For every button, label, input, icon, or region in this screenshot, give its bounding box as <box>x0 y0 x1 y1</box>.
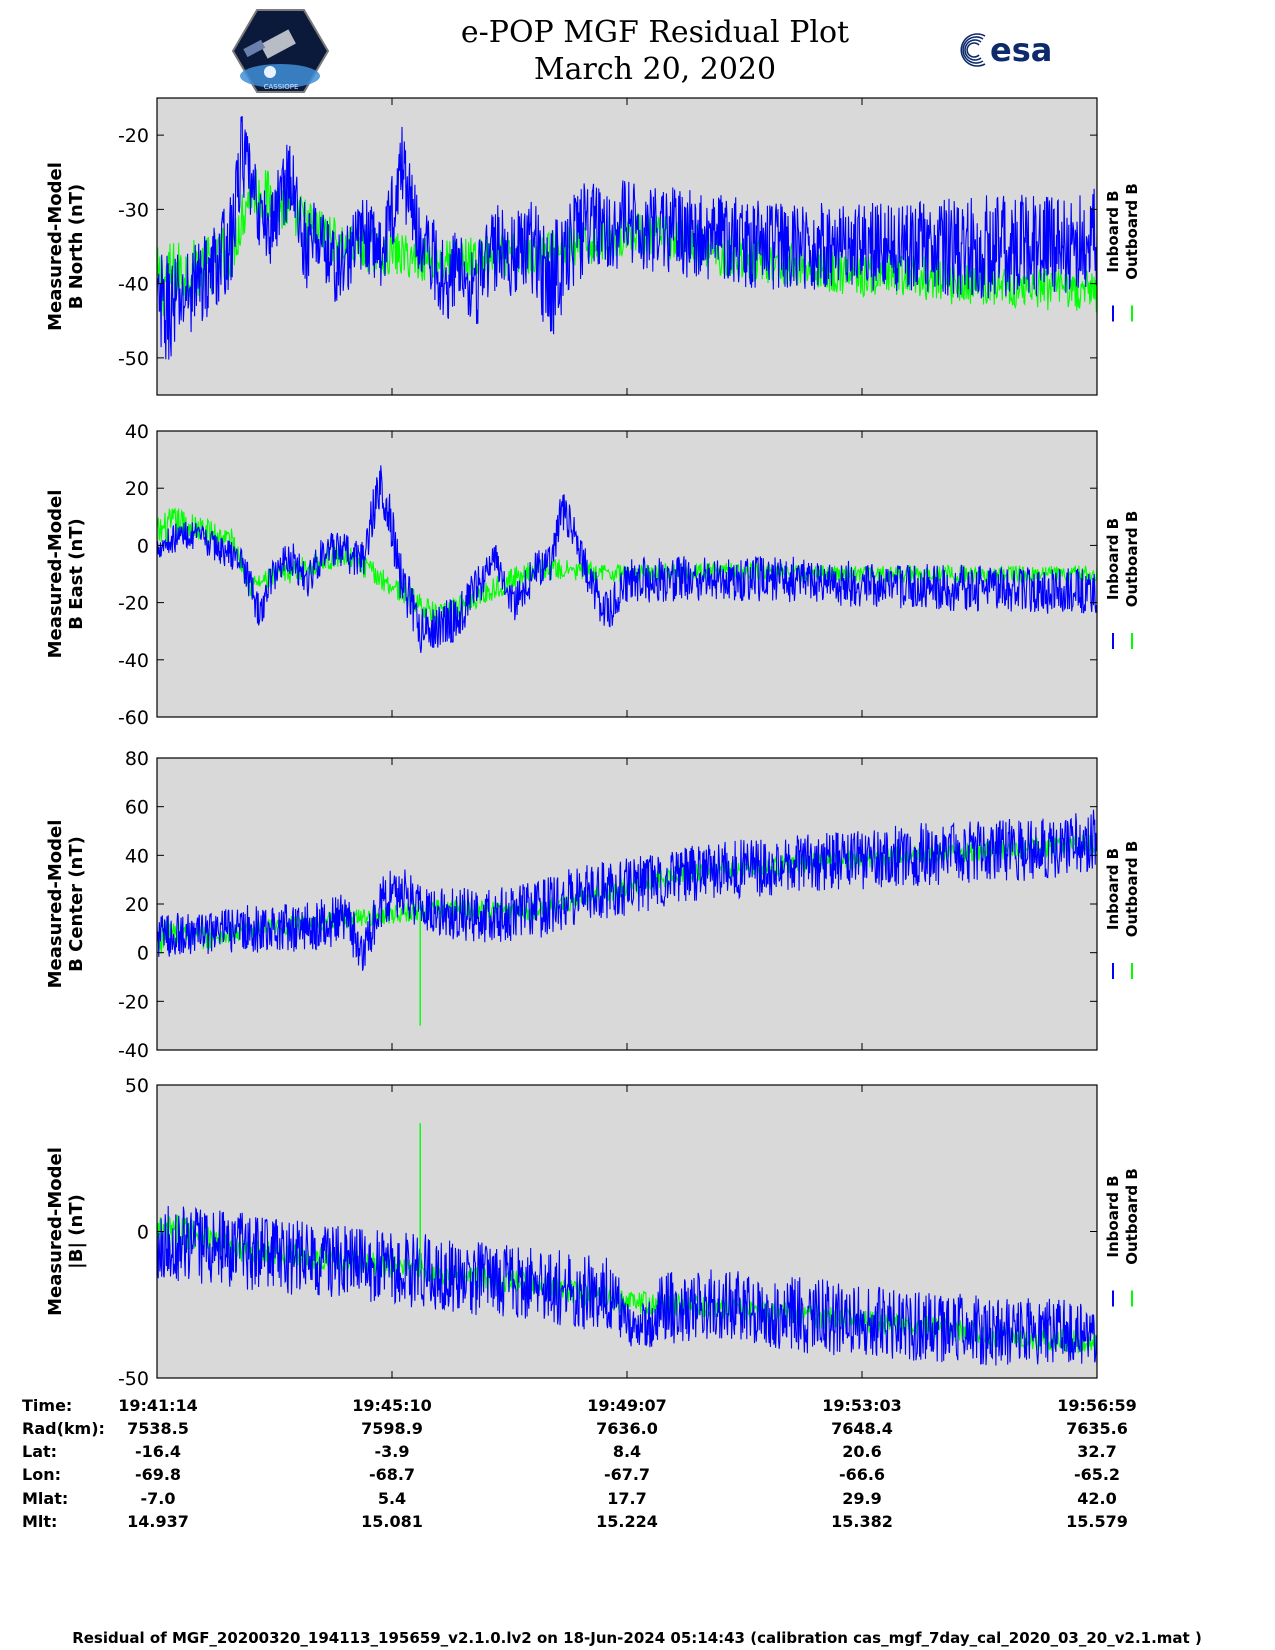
y-axis-label: Measured-ModelB Center (nT) <box>45 820 87 989</box>
y-tick-label: 0 <box>137 535 149 557</box>
orbit-cell: 32.7 <box>1077 1442 1116 1461</box>
orbit-row-label: Mlt: <box>22 1512 57 1531</box>
y-axis-label: Measured-ModelB East (nT) <box>45 490 87 659</box>
orbit-row-label: Time: <box>22 1396 72 1415</box>
orbit-cell: 19:49:07 <box>587 1396 667 1415</box>
orbit-row-label: Rad(km): <box>22 1419 105 1438</box>
y-tick-label: -20 <box>118 991 149 1013</box>
legend: Inboard B Outboard B <box>1104 841 1141 979</box>
panel-4: 50 0 -50 Measured-Model|B| (nT) Inboard B Out… <box>45 1075 1141 1390</box>
y-tick-label: 40 <box>125 845 149 867</box>
y-tick-label: 0 <box>137 1222 149 1244</box>
y-tick-label: 60 <box>125 797 149 819</box>
orbit-cell: 7648.4 <box>831 1419 893 1438</box>
orbit-cell: 19:41:14 <box>118 1396 198 1415</box>
panel-2: 40 20 0 -20 -40 -60 Measured-ModelB East (nT) I… <box>45 421 1141 729</box>
legend-inboard-label: Inboard B <box>1104 848 1122 930</box>
panel-1: -20 -30 -40 -50 Measured-ModelB North (nT) In… <box>45 97 1141 396</box>
orbit-cell: 7635.6 <box>1066 1419 1128 1438</box>
y-tick-label: 80 <box>125 748 149 770</box>
y-tick-label: -50 <box>118 348 149 370</box>
orbit-cell: 42.0 <box>1077 1489 1116 1508</box>
legend-inboard-label: Inboard B <box>1104 1175 1122 1257</box>
orbit-cell: 14.937 <box>127 1512 189 1531</box>
orbit-cell: 17.7 <box>607 1489 646 1508</box>
series-inboard-b <box>157 116 1097 360</box>
orbit-cell: 15.382 <box>831 1512 893 1531</box>
series-inboard-b <box>157 1205 1097 1366</box>
y-tick-label: -30 <box>118 199 149 221</box>
esa-logo: esa <box>960 31 1052 69</box>
y-axis-label-line1: Measured-Model <box>45 1147 66 1316</box>
orbit-cell: 15.579 <box>1066 1512 1128 1531</box>
orbit-cell: 15.081 <box>361 1512 423 1531</box>
orbit-cell: 5.4 <box>378 1489 406 1508</box>
legend: Inboard B Outboard B <box>1104 183 1141 322</box>
series-inboard-b <box>157 465 1097 654</box>
y-axis-label-line2: B East (nT) <box>66 518 87 630</box>
orbit-cell: -16.4 <box>135 1442 181 1461</box>
y-axis-label-line2: |B| (nT) <box>66 1194 87 1269</box>
orbit-cell: 7598.9 <box>361 1419 423 1438</box>
footer-note: Residual of MGF_20200320_194113_195659_v… <box>72 1629 1202 1647</box>
y-tick-label: -20 <box>118 125 149 147</box>
y-tick-label: -50 <box>118 1368 149 1390</box>
legend: Inboard B Outboard B <box>1104 511 1141 649</box>
orbit-cell: 19:53:03 <box>822 1396 902 1415</box>
legend-outboard-label: Outboard B <box>1123 183 1141 280</box>
orbit-row-label: Mlat: <box>22 1489 68 1508</box>
cassiope-logo: CASSIOPE <box>231 9 330 93</box>
y-tick-label: -60 <box>118 707 149 729</box>
orbit-row-label: Lat: <box>22 1442 57 1461</box>
y-axis-label: Measured-ModelB North (nT) <box>45 162 87 331</box>
legend-outboard-label: Outboard B <box>1123 1168 1141 1265</box>
orbit-cell: -68.7 <box>369 1465 415 1484</box>
y-tick-label: 0 <box>137 943 149 965</box>
orbit-cell: 7538.5 <box>127 1419 189 1438</box>
orbit-cell: 20.6 <box>842 1442 881 1461</box>
orbit-cell: 8.4 <box>613 1442 641 1461</box>
orbit-cell: 7636.0 <box>596 1419 658 1438</box>
chart-title-line1: e-POP MGF Residual Plot <box>461 15 849 50</box>
esa-logo-text: esa <box>990 31 1052 69</box>
orbit-cell: -66.6 <box>839 1465 885 1484</box>
y-tick-label: -40 <box>118 274 149 296</box>
y-axis-label-line2: B Center (nT) <box>66 836 87 972</box>
orbit-table: Time: Rad(km): Lat: Lon: Mlat: Mlt: 19:41:14 75… <box>22 1396 1137 1531</box>
legend: Inboard B Outboard B <box>1104 1168 1141 1307</box>
panel-3: 80 60 40 20 0 -20 -40 Measured-ModelB Center (n… <box>45 748 1141 1062</box>
y-tick-label: 20 <box>125 478 149 500</box>
orbit-cell: -65.2 <box>1074 1465 1120 1484</box>
orbit-cell: -3.9 <box>375 1442 410 1461</box>
cassiope-logo-text: CASSIOPE <box>264 83 299 91</box>
y-axis-label-line1: Measured-Model <box>45 490 66 659</box>
orbit-row-label: Lon: <box>22 1465 61 1484</box>
plot-background <box>157 758 1097 1050</box>
y-tick-label: 40 <box>125 421 149 443</box>
legend-outboard-label: Outboard B <box>1123 511 1141 608</box>
orbit-cell: 19:45:10 <box>352 1396 432 1415</box>
y-axis-label-line1: Measured-Model <box>45 162 66 331</box>
orbit-cell: -7.0 <box>141 1489 176 1508</box>
y-tick-label: 20 <box>125 894 149 916</box>
y-tick-label: -20 <box>118 593 149 615</box>
chart-title-line2: March 20, 2020 <box>534 52 776 87</box>
orbit-cell: -69.8 <box>135 1465 181 1484</box>
orbit-cell: 15.224 <box>596 1512 658 1531</box>
legend-inboard-label: Inboard B <box>1104 190 1122 272</box>
orbit-cell: 29.9 <box>842 1489 881 1508</box>
y-axis-label-line2: B North (nT) <box>66 184 87 310</box>
legend-outboard-label: Outboard B <box>1123 841 1141 938</box>
legend-inboard-label: Inboard B <box>1104 518 1122 600</box>
y-axis-label: Measured-Model|B| (nT) <box>45 1147 87 1316</box>
y-tick-label: -40 <box>118 650 149 672</box>
orbit-cell: -67.7 <box>604 1465 650 1484</box>
y-tick-label: -40 <box>118 1040 149 1062</box>
orbit-cell: 19:56:59 <box>1057 1396 1137 1415</box>
y-tick-label: 50 <box>125 1075 149 1097</box>
series-inboard-b <box>157 809 1097 971</box>
y-axis-label-line1: Measured-Model <box>45 820 66 989</box>
